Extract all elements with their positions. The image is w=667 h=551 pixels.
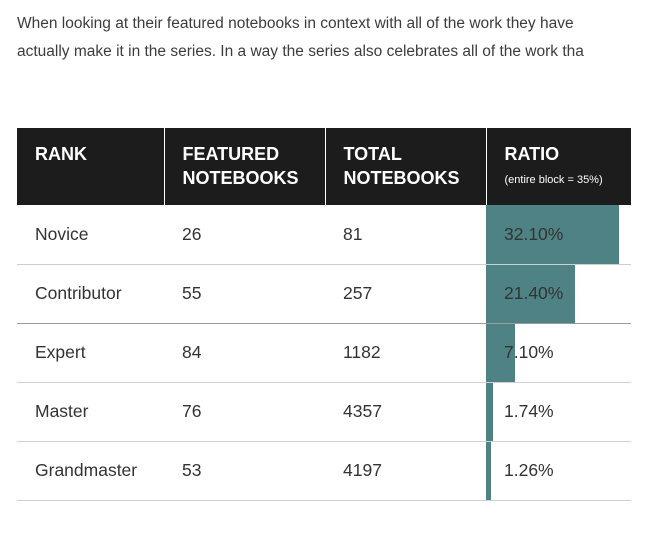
- ratio-label: 7.10%: [504, 342, 554, 362]
- header-ratio: RATIO (entire block = 35%): [485, 128, 631, 205]
- ratio-bar: [486, 441, 492, 500]
- cell-total: 4357: [325, 382, 486, 442]
- cell-ratio: 32.10%: [486, 205, 631, 265]
- cell-featured: 76: [164, 382, 325, 442]
- header-featured-notebooks: FEATURED NOTEBOOKS: [163, 128, 325, 205]
- cell-rank: Contributor: [17, 264, 164, 324]
- ratio-bar: [486, 323, 516, 382]
- ratio-bar: [486, 382, 494, 441]
- table-row: Novice 26 81 32.10%: [17, 205, 631, 265]
- table-row: Grandmaster 53 4197 1.26%: [17, 441, 631, 501]
- rank-ratio-table-container: RANK FEATURED NOTEBOOKS TOTAL NOTEBOOKS …: [17, 128, 631, 501]
- cell-ratio: 1.26%: [486, 441, 631, 501]
- cell-total: 1182: [325, 323, 486, 383]
- cell-total: 257: [325, 264, 486, 324]
- table-row: Master 76 4357 1.74%: [17, 382, 631, 442]
- header-ratio-note: (entire block = 35%): [504, 174, 603, 186]
- cell-ratio: 21.40%: [486, 264, 631, 324]
- header-ratio-label: RATIO: [504, 144, 560, 164]
- header-rank: RANK: [17, 128, 164, 205]
- ratio-bar: [486, 205, 619, 264]
- intro-paragraph: When looking at their featured notebooks…: [17, 10, 667, 66]
- cell-featured: 26: [164, 205, 325, 265]
- cell-rank: Master: [17, 382, 164, 442]
- rank-ratio-table: RANK FEATURED NOTEBOOKS TOTAL NOTEBOOKS …: [17, 128, 631, 501]
- cell-featured: 55: [164, 264, 325, 324]
- cell-rank: Novice: [17, 205, 164, 265]
- cell-rank: Expert: [17, 323, 164, 383]
- ratio-label: 32.10%: [504, 223, 564, 244]
- cell-ratio: 1.74%: [486, 382, 631, 442]
- header-total-notebooks: TOTAL NOTEBOOKS: [324, 128, 486, 205]
- cell-featured: 53: [164, 441, 325, 501]
- intro-line: actually make it in the series. In a way…: [17, 43, 584, 60]
- cell-rank: Grandmaster: [17, 441, 164, 501]
- ratio-bar: [486, 264, 575, 323]
- ratio-label: 1.26%: [504, 460, 554, 480]
- ratio-label: 1.74%: [504, 401, 554, 421]
- ratio-label: 21.40%: [504, 283, 564, 303]
- cell-total: 4197: [325, 441, 486, 501]
- intro-line: When looking at their featured notebooks…: [17, 15, 574, 32]
- table-row: Expert 84 1182 7.10%: [17, 323, 631, 383]
- cell-ratio: 7.10%: [486, 323, 631, 383]
- cell-featured: 84: [164, 323, 325, 383]
- table-row: Contributor 55 257 21.40%: [17, 264, 631, 324]
- table-header-row: RANK FEATURED NOTEBOOKS TOTAL NOTEBOOKS …: [17, 128, 631, 205]
- cell-total: 81: [325, 205, 486, 265]
